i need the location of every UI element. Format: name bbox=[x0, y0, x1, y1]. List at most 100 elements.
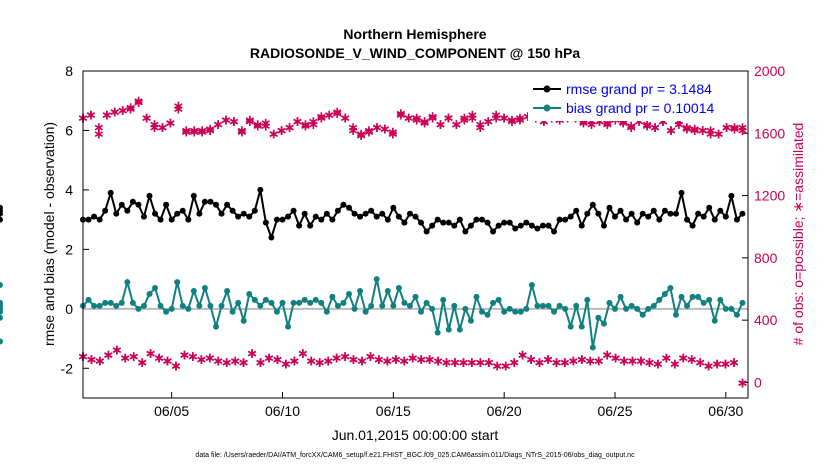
bias-point bbox=[307, 299, 314, 306]
obs-assimilated-marker: ∗ bbox=[347, 120, 359, 136]
bias-point bbox=[384, 287, 391, 294]
bias-point bbox=[179, 302, 186, 309]
rmse-point bbox=[545, 222, 552, 229]
obs-assimilated-marker: ∗ bbox=[94, 354, 106, 370]
obs-assimilated-marker: ∗ bbox=[212, 354, 224, 370]
obs-assimilated-marker: ∗ bbox=[534, 355, 546, 371]
obs-assimilated-marker: ∗ bbox=[212, 354, 224, 370]
obs-assimilated-marker: ∗ bbox=[419, 115, 431, 131]
obs-assimilated-marker: ∗ bbox=[305, 354, 317, 370]
bias-point bbox=[517, 308, 524, 315]
obs-assimilated-marker: ∗ bbox=[246, 346, 258, 362]
obs-assimilated-marker: ∗ bbox=[728, 355, 740, 371]
rmse-point bbox=[684, 216, 691, 223]
bias-point bbox=[584, 296, 591, 303]
rmse-point bbox=[102, 207, 109, 214]
obs-assimilated-marker: ∗ bbox=[525, 352, 537, 368]
obs-assimilated-marker: ∗ bbox=[458, 355, 470, 371]
obs-assimilated-marker: ∗ bbox=[284, 120, 296, 136]
bias-point bbox=[412, 293, 419, 300]
obs-assimilated-marker: ∗ bbox=[276, 123, 288, 139]
rmse-point bbox=[639, 210, 646, 217]
obs-assimilated-marker: ∗ bbox=[280, 357, 292, 373]
obs-assimilated-marker: ∗ bbox=[371, 120, 383, 136]
obs-assimilated-marker: ∗ bbox=[677, 351, 689, 367]
obs-assimilated-marker: ∗ bbox=[85, 108, 97, 124]
obs-assimilated-marker: ∗ bbox=[86, 352, 98, 368]
legend-bias-label: bias grand pr = 0.10014 bbox=[566, 100, 714, 116]
bias-point bbox=[595, 314, 602, 321]
obs-assimilated-marker: ∗ bbox=[348, 352, 360, 368]
y-axis-label-right: # of obs: o=possible; ∗=assimilated bbox=[790, 123, 806, 346]
obs-assimilated-marker: ∗ bbox=[195, 352, 207, 368]
y-tick-label: 2 bbox=[65, 241, 73, 257]
rmse-point bbox=[517, 222, 524, 229]
rmse-point bbox=[667, 210, 674, 217]
rmse-point bbox=[440, 219, 447, 226]
rmse-point bbox=[412, 213, 419, 220]
bias-point bbox=[351, 305, 358, 312]
obs-assimilated-marker: ∗ bbox=[584, 354, 596, 370]
bias-point bbox=[484, 311, 491, 318]
obs-assimilated-marker: ∗ bbox=[711, 357, 723, 373]
rmse-point bbox=[706, 204, 713, 211]
obs-assimilated-marker: ∗ bbox=[212, 117, 224, 133]
obs-assimilated-marker: ∗ bbox=[625, 119, 637, 135]
bias-point bbox=[623, 305, 630, 312]
rmse-point bbox=[689, 222, 696, 229]
bias-point bbox=[689, 293, 696, 300]
rmse-point bbox=[185, 216, 192, 223]
bias-point bbox=[650, 302, 657, 309]
obs-assimilated-marker: ∗ bbox=[601, 347, 613, 363]
rmse-point bbox=[135, 201, 142, 208]
chart-subtitle: RADIOSONDE_V_WIND_COMPONENT @ 150 hPa bbox=[250, 45, 580, 61]
rmse-point bbox=[373, 213, 380, 220]
bias-point bbox=[85, 296, 92, 303]
rmse-point bbox=[423, 228, 430, 235]
obs-assimilated-marker: ∗ bbox=[128, 349, 140, 365]
rmse-point bbox=[307, 222, 314, 229]
obs-assimilated-marker: ∗ bbox=[339, 349, 351, 365]
obs-assimilated-marker: ∗ bbox=[196, 125, 208, 141]
obs-assimilated-marker: ∗ bbox=[272, 352, 284, 368]
obs-assimilated-marker: ∗ bbox=[363, 125, 375, 141]
obs-assimilated-marker: ∗ bbox=[403, 111, 415, 127]
obs-assimilated-marker: ∗ bbox=[94, 354, 106, 370]
obs-assimilated-marker: ∗ bbox=[379, 122, 391, 138]
obs-assimilated-marker: ∗ bbox=[236, 123, 248, 139]
bias-point bbox=[429, 305, 436, 312]
obs-assimilated-marker: ∗ bbox=[669, 357, 681, 373]
obs-assimilated-marker: ∗ bbox=[610, 351, 622, 367]
rmse-point bbox=[384, 216, 391, 223]
obs-assimilated-marker: ∗ bbox=[355, 126, 367, 142]
bias-point bbox=[323, 308, 330, 315]
obs-assimilated-marker: ∗ bbox=[101, 108, 113, 124]
obs-assimilated-marker: ∗ bbox=[297, 346, 309, 362]
obs-assimilated-marker: ∗ bbox=[576, 352, 588, 368]
obs-assimilated-marker: ∗ bbox=[395, 108, 407, 124]
obs-assimilated-marker: ∗ bbox=[398, 354, 410, 370]
obs-assimilated-marker: ∗ bbox=[567, 354, 579, 370]
obs-assimilated-marker: ∗ bbox=[339, 111, 351, 127]
rmse-point bbox=[623, 216, 630, 223]
bias-point bbox=[229, 308, 236, 315]
bias-point bbox=[235, 299, 242, 306]
rmse-point bbox=[434, 216, 441, 223]
obs-assimilated-marker: ∗ bbox=[119, 351, 131, 367]
bias-point bbox=[224, 287, 231, 294]
obs-assimilated-marker: ∗ bbox=[292, 114, 304, 130]
rmse-point bbox=[567, 213, 574, 220]
rmse-point bbox=[495, 222, 502, 229]
obs-assimilated-marker: ∗ bbox=[498, 111, 510, 127]
obs-assimilated-marker: ∗ bbox=[300, 119, 312, 135]
bias-point bbox=[0, 314, 3, 321]
obs-assimilated-marker: ∗ bbox=[610, 351, 622, 367]
bias-point bbox=[124, 279, 131, 286]
rmse-point bbox=[528, 222, 535, 229]
rmse-point bbox=[678, 189, 685, 196]
bias-point bbox=[102, 299, 109, 306]
rmse-point bbox=[406, 210, 413, 217]
obs-assimilated-marker: ∗ bbox=[514, 111, 526, 127]
bias-point bbox=[656, 296, 663, 303]
rmse-point bbox=[91, 213, 98, 220]
